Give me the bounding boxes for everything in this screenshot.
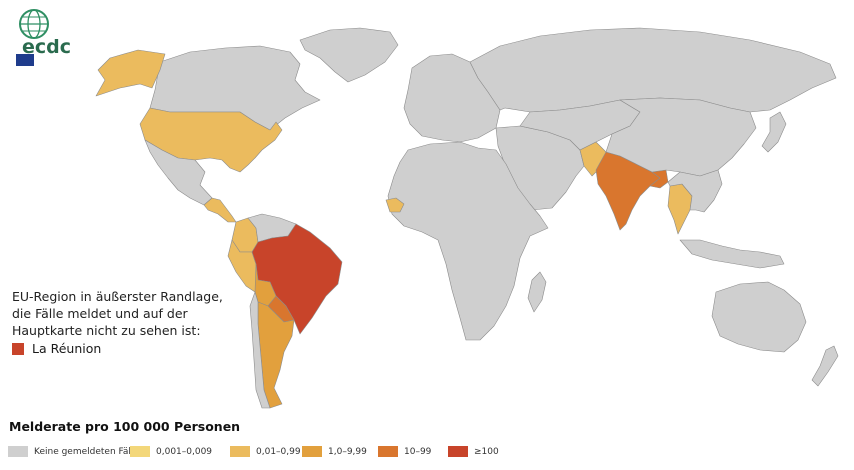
- region-africa: [387, 141, 549, 341]
- outermost-item-la-reunion: La Réunion: [12, 341, 252, 356]
- region-southeast-asia: [667, 169, 723, 213]
- legend: Keine gemeldeten Fälle 0,001–0,009 0,01–…: [8, 446, 848, 460]
- legend-item-1-0: 1,0–9,99: [302, 446, 367, 457]
- region-central-america: [203, 197, 237, 223]
- legend-label: 0,01–0,99: [256, 446, 301, 457]
- legend-label: Keine gemeldeten Fälle: [34, 446, 139, 457]
- legend-item-100: ≥100: [448, 446, 499, 457]
- legend-title: Melderate pro 100 000 Personen: [9, 419, 241, 434]
- legend-label: 1,0–9,99: [328, 446, 367, 457]
- legend-swatch: [230, 446, 250, 457]
- la-reunion-label: La Réunion: [32, 341, 102, 356]
- outermost-region-note: EU-Region in äußerster Randlage, die Fäl…: [12, 288, 252, 356]
- outermost-line-2: die Fälle meldet und auf der: [12, 306, 188, 321]
- la-reunion-swatch: [12, 342, 24, 355]
- region-indonesia: [679, 239, 785, 269]
- legend-item-10: 10–99: [378, 446, 431, 457]
- legend-swatch: [448, 446, 468, 457]
- region-greenland: [299, 27, 399, 83]
- logo-wordmark: ecdc: [22, 36, 72, 58]
- region-europe: [403, 53, 501, 143]
- legend-item-no-cases: Keine gemeldeten Fälle: [8, 446, 139, 457]
- legend-item-0-01: 0,01–0,99: [230, 446, 301, 457]
- legend-swatch: [302, 446, 322, 457]
- region-alaska: [95, 49, 166, 97]
- region-madagascar: [527, 271, 547, 313]
- region-senegal: [385, 197, 405, 213]
- legend-label: 10–99: [404, 446, 432, 457]
- legend-label: 0,001–0,009: [156, 446, 213, 457]
- legend-item-0-001: 0,001–0,009: [130, 446, 212, 457]
- region-russia: [469, 27, 837, 113]
- region-chile: [249, 291, 271, 409]
- region-new-zealand: [811, 345, 839, 387]
- globe-icon: [16, 9, 49, 66]
- outermost-line-1: EU-Region in äußerster Randlage,: [12, 289, 223, 304]
- outermost-line-3: Hauptkarte nicht zu sehen ist:: [12, 323, 201, 338]
- legend-swatch: [8, 446, 28, 457]
- legend-swatch: [378, 446, 398, 457]
- legend-swatch: [130, 446, 150, 457]
- region-australia: [711, 281, 807, 353]
- ecdc-logo: ecdc: [8, 6, 72, 68]
- region-japan: [761, 111, 787, 153]
- legend-label: ≥100: [474, 446, 499, 457]
